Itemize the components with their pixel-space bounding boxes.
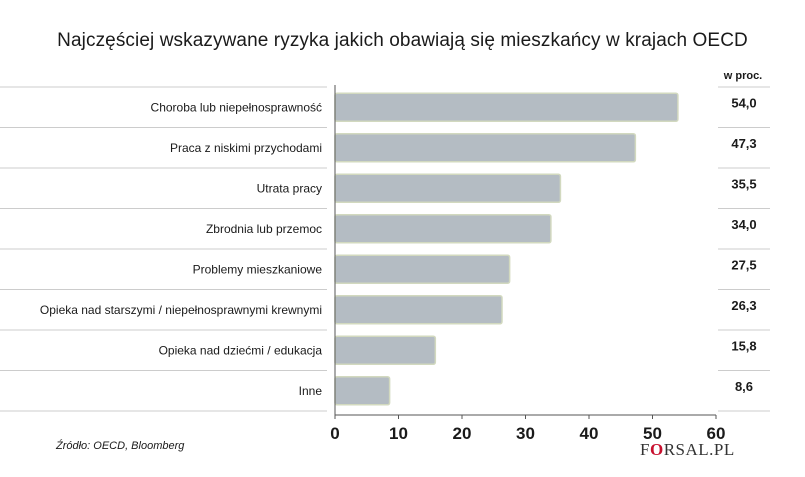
value-label: 34,0 [731,217,756,232]
brand-highlight: O [649,440,664,459]
value-label: 15,8 [731,338,756,353]
category-label: Praca z niskimi przychodami [170,141,322,155]
x-tick-label: 40 [580,424,599,443]
category-label: Choroba lub niepełnosprawność [151,100,322,114]
brand-suffix: RSAL.PL [663,440,735,459]
value-label: 27,5 [731,257,756,272]
value-label: 47,3 [731,136,756,151]
bar [334,92,679,122]
chart-title: Najczęściej wskazywane ryzyka jakich oba… [57,30,748,51]
x-tick-label: 60 [707,424,726,443]
category-label: Opieka nad dziećmi / edukacja [159,343,323,357]
value-label: 54,0 [731,95,756,110]
x-tick-label: 30 [516,424,535,443]
value-label: 8,6 [735,379,753,394]
x-tick-label: 0 [330,424,339,443]
unit-label: w proc. [723,70,763,82]
x-tick-label: 10 [389,424,408,443]
bar [334,133,637,163]
category-label: Problemy mieszkaniowe [193,262,323,276]
value-labels: 54,0 47,3 35,5 34,0 27,5 26,3 15,8 8,6 [731,95,756,394]
category-label: Zbrodnia lub przemoc [206,222,322,236]
bar [334,173,562,203]
value-label: 35,5 [731,176,756,191]
bar [334,376,391,406]
bars [334,92,679,406]
bar [334,295,503,325]
brand-logo: FORSAL.PL [640,440,735,460]
category-labels: Choroba lub niepełnosprawność Praca z nis… [40,100,322,398]
category-label: Opieka nad starszymi / niepełnosprawnymi… [40,303,322,317]
x-axis: 0 10 20 30 40 50 60 [330,85,725,443]
bar [334,335,437,365]
row-separators [0,86,770,412]
brand-prefix: F [640,440,650,459]
category-label: Utrata pracy [257,181,322,195]
source-note: Źródło: OECD, Bloomberg [56,440,185,452]
bar [334,214,552,244]
x-tick-label: 50 [643,424,662,443]
x-tick-label: 20 [453,424,472,443]
category-label: Inne [299,384,323,398]
bar [334,254,511,284]
value-label: 26,3 [731,298,756,313]
